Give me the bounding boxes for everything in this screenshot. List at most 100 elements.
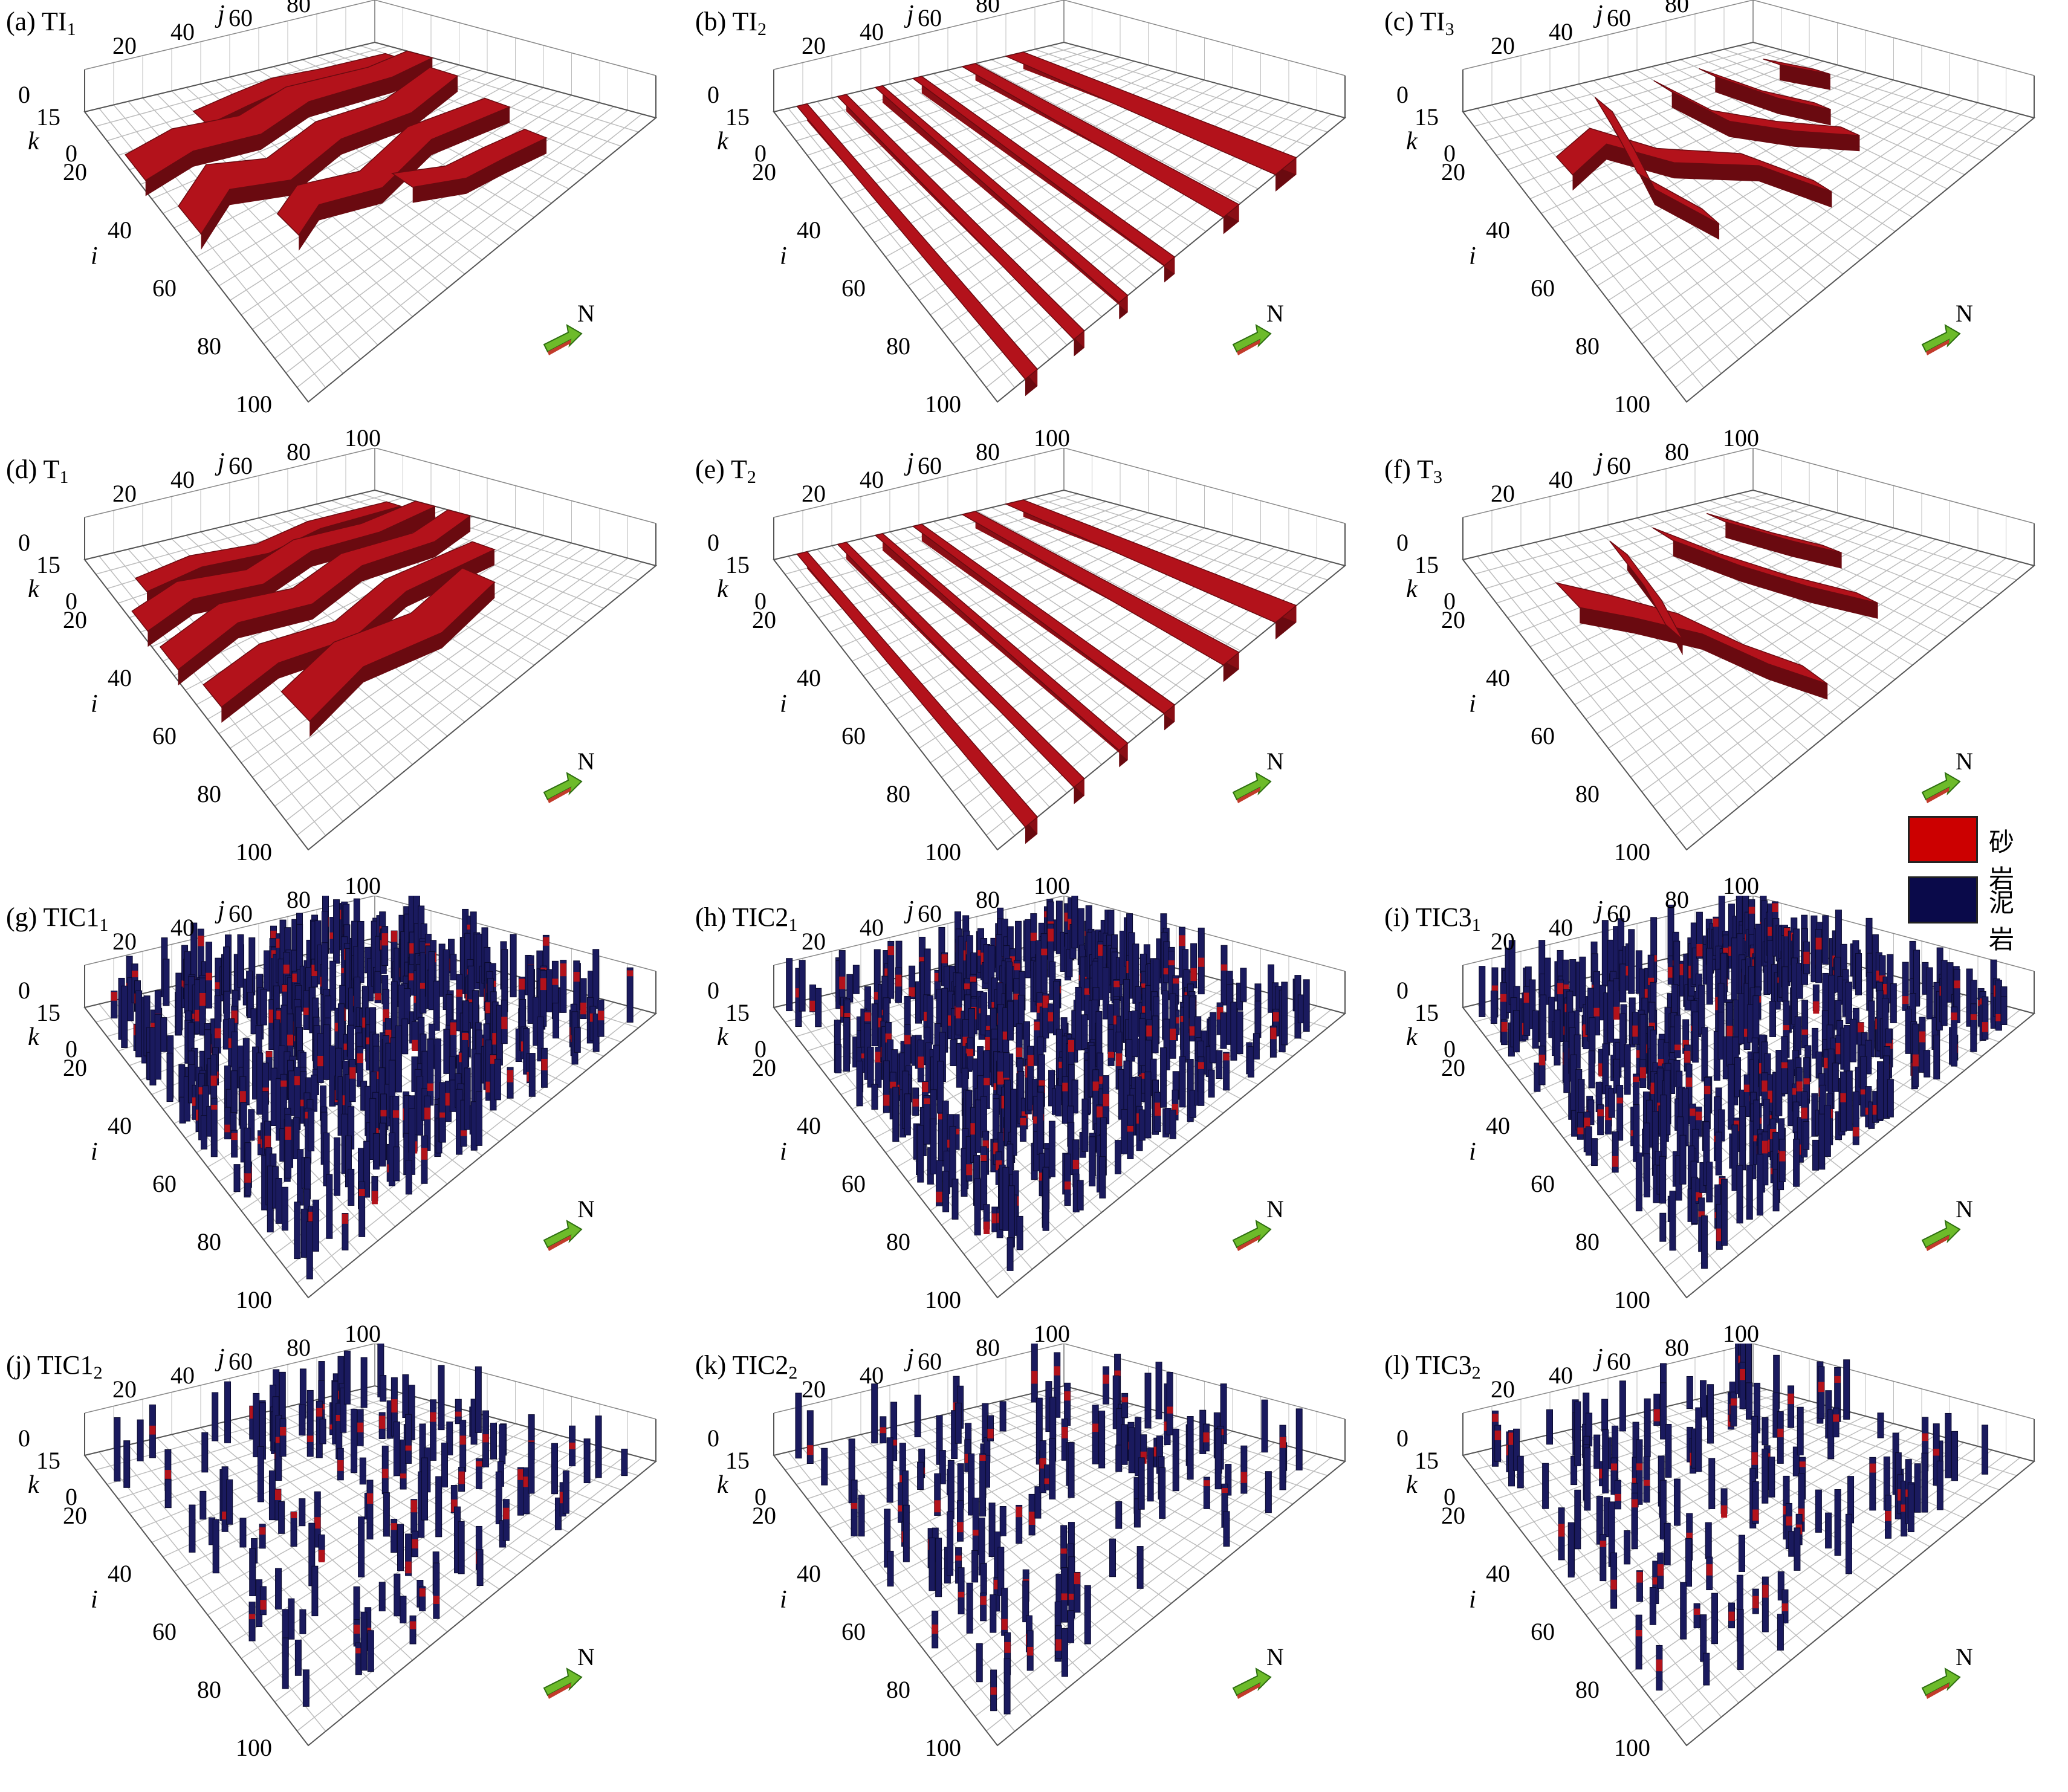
well-column: [583, 1438, 591, 1484]
well-sand-segment: [934, 1500, 941, 1513]
i-axis-label: i: [780, 242, 787, 270]
well-column: [1876, 1061, 1884, 1120]
legend-label-mud: 泥岩: [1989, 888, 2015, 954]
well-column: [1247, 1046, 1254, 1078]
well-sand-segment: [1221, 964, 1228, 971]
well-column: [890, 1402, 898, 1461]
j-tick: 80: [287, 438, 311, 465]
well-sand-segment: [300, 1099, 306, 1107]
north-label: N: [1266, 748, 1284, 775]
well-sand-segment: [1030, 933, 1037, 941]
well-sand-segment: [412, 1040, 418, 1052]
panel-label: (a) TI1: [6, 6, 76, 40]
well-sand-segment: [1644, 989, 1651, 998]
panel-label-subscript: 1: [66, 19, 76, 39]
well-sand-segment: [1001, 1619, 1008, 1630]
well-column: [1659, 1212, 1667, 1242]
well-column: [1660, 1382, 1667, 1440]
j-tick: 100: [1723, 1320, 1759, 1347]
well-sand-segment: [1041, 948, 1048, 956]
well-column: [212, 1392, 219, 1441]
well-sand-segment: [1168, 960, 1175, 966]
bar-top: [837, 542, 1085, 788]
well-column: [966, 1582, 973, 1634]
j-tick: 100: [1723, 872, 1759, 899]
well-sand-segment: [1084, 988, 1091, 995]
well-column: [1777, 1411, 1784, 1464]
well-sand-segment: [1818, 1382, 1824, 1393]
well-sand-segment: [1044, 1478, 1051, 1484]
i-tick: 100: [1614, 838, 1650, 865]
panel-label-text: (j) TIC1: [6, 1350, 94, 1380]
north-label: N: [1266, 1643, 1284, 1671]
j-tick: 60: [229, 4, 253, 31]
well-column: [1216, 1050, 1223, 1079]
north-label: N: [1956, 1643, 1973, 1671]
well-column: [160, 1017, 167, 1052]
well-sand-segment: [383, 1009, 389, 1022]
channel-side: [147, 506, 435, 647]
well-column: [1869, 1457, 1876, 1511]
well-sand-segment: [880, 1427, 886, 1434]
well-sand-segment: [392, 1110, 399, 1118]
north-arrow-base: [1926, 340, 1949, 355]
well-sand-segment: [1644, 1480, 1650, 1486]
well-sand-segment: [864, 1012, 871, 1021]
well-sand-segment: [1221, 1487, 1228, 1493]
well-column: [1166, 1372, 1173, 1435]
i-tick: 40: [108, 1112, 132, 1139]
well-column: [1022, 1580, 1029, 1623]
well-column: [1921, 1452, 1928, 1513]
panel-e: (e) T2 20 40 60 80 100 j 0 20 40 60 80 100 i 15 0 k N: [689, 424, 1378, 896]
well-column: [1513, 1428, 1520, 1471]
well-column: [1600, 1534, 1607, 1582]
well-sand-segment: [552, 978, 559, 985]
well-sand-segment: [1189, 1026, 1196, 1036]
well-sand-segment: [1632, 1478, 1639, 1486]
well-sand-segment: [1198, 1062, 1204, 1069]
well-column: [980, 1563, 987, 1596]
well-sand-segment: [964, 1454, 971, 1463]
well-column: [1584, 1448, 1591, 1511]
well-sand-segment: [1639, 1067, 1646, 1079]
well-sand-segment: [993, 1142, 1000, 1154]
well-sand-segment: [459, 1435, 466, 1445]
i-tick: 100: [925, 1286, 961, 1313]
well-sand-segment: [970, 976, 976, 982]
well-sand-segment: [1092, 1081, 1099, 1091]
well-column: [400, 1596, 407, 1623]
j-tick: 40: [1549, 1362, 1573, 1389]
well-column: [210, 1098, 218, 1157]
well-column: [230, 1070, 238, 1114]
j-tick: 20: [1491, 32, 1515, 59]
panel-label-subscript: 2: [757, 19, 767, 39]
panel-a: (a) TI120406080100j020406080100i150kN: [0, 0, 689, 448]
well-sand-segment: [1797, 1144, 1804, 1155]
well-sand-segment: [1995, 1014, 2002, 1021]
well-column: [856, 1061, 863, 1107]
well-sand-segment: [890, 1081, 896, 1088]
panel-label-text: (e) T: [695, 454, 747, 484]
well-column: [1843, 1359, 1850, 1420]
well-sand-segment: [1064, 1391, 1071, 1401]
channel-side: [1725, 522, 1842, 569]
well-sand-segment: [1577, 1127, 1584, 1134]
well-sand-segment: [266, 1051, 273, 1058]
well-sand-segment: [991, 1213, 998, 1224]
channel-side: [310, 582, 495, 737]
well-column: [1701, 1027, 1708, 1082]
panel-plot: [83, 1344, 658, 1747]
well-column: [1160, 1047, 1167, 1108]
i-axis-label: i: [91, 242, 98, 270]
well-sand-segment: [1048, 928, 1054, 942]
well-column: [163, 959, 170, 1006]
well-column: [546, 969, 553, 1012]
well-column: [329, 960, 337, 1011]
well-sand-segment: [215, 1028, 221, 1038]
i-tick: 80: [1575, 1228, 1600, 1255]
panel-label-text: (d) T: [6, 454, 60, 484]
well-column: [1034, 1486, 1042, 1519]
well-sand-segment: [430, 1412, 436, 1422]
channel-body: [1699, 68, 1831, 111]
panel-label-subscript: 2: [1471, 1363, 1481, 1383]
